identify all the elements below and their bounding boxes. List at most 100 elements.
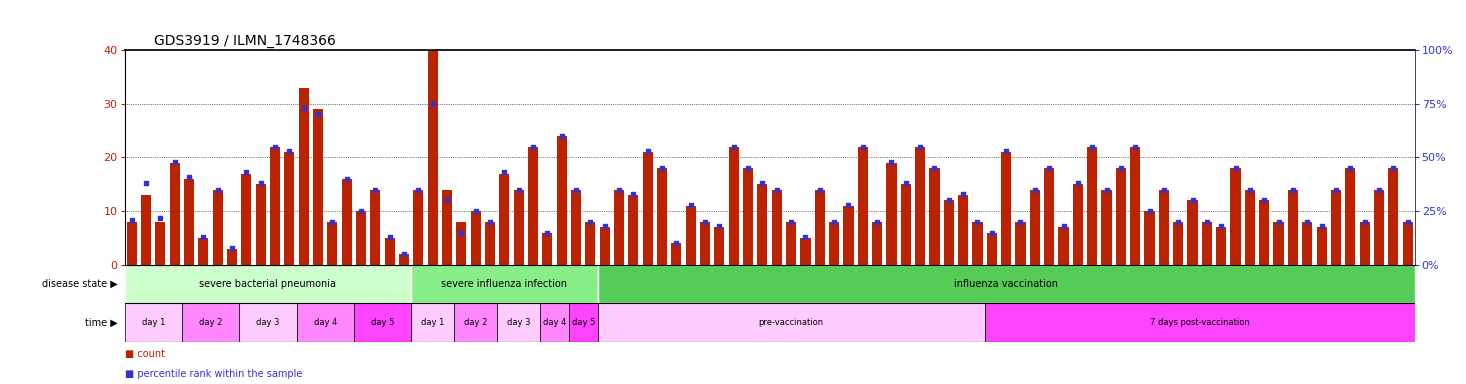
Point — [421, 101, 444, 107]
Bar — [170, 163, 180, 265]
Bar — [342, 179, 352, 265]
Bar — [1316, 227, 1327, 265]
Point — [664, 240, 688, 247]
Point — [364, 187, 387, 193]
Point — [192, 234, 216, 240]
Bar — [800, 238, 811, 265]
Bar — [771, 190, 781, 265]
Point — [507, 187, 531, 193]
Bar — [585, 222, 595, 265]
Bar — [155, 222, 166, 265]
Bar — [1217, 227, 1226, 265]
Bar — [213, 190, 223, 265]
Bar — [815, 190, 825, 265]
Bar — [1187, 200, 1198, 265]
Bar — [915, 147, 925, 265]
Point — [1267, 219, 1290, 225]
Point — [264, 144, 287, 150]
Bar — [541, 303, 569, 342]
Point — [579, 219, 603, 225]
Point — [852, 144, 875, 150]
Point — [406, 187, 430, 193]
Point — [594, 223, 617, 229]
Point — [522, 144, 545, 150]
Text: day 1: day 1 — [421, 318, 444, 327]
Bar — [701, 222, 710, 265]
Point — [966, 219, 990, 225]
Point — [249, 180, 273, 186]
Bar — [413, 190, 424, 265]
Bar — [227, 249, 237, 265]
Text: ■ percentile rank within the sample: ■ percentile rank within the sample — [125, 369, 302, 379]
Text: ■ count: ■ count — [125, 349, 164, 359]
Point — [465, 208, 488, 214]
Bar — [371, 190, 381, 265]
Bar — [642, 152, 652, 265]
Point — [1281, 187, 1305, 193]
Bar — [1130, 147, 1141, 265]
Text: day 2: day 2 — [465, 318, 488, 327]
Bar — [929, 168, 940, 265]
Bar — [1287, 190, 1297, 265]
Point — [736, 165, 759, 171]
Point — [1167, 219, 1190, 225]
Point — [336, 176, 359, 182]
Bar — [198, 238, 208, 265]
Bar — [239, 303, 296, 342]
Point — [909, 144, 932, 150]
Bar — [500, 174, 510, 265]
Bar — [959, 195, 968, 265]
Bar — [557, 136, 567, 265]
Bar — [1088, 147, 1097, 265]
Point — [981, 230, 1004, 236]
Point — [822, 219, 846, 225]
Point — [292, 105, 315, 111]
Bar — [456, 222, 466, 265]
Point — [1152, 187, 1176, 193]
Bar — [743, 168, 754, 265]
Point — [708, 223, 732, 229]
Bar — [1259, 200, 1270, 265]
Point — [1110, 165, 1133, 171]
Bar — [1116, 168, 1126, 265]
Point — [349, 208, 372, 214]
Bar — [614, 190, 625, 265]
Bar — [987, 233, 997, 265]
Text: GDS3919 / ILMN_1748366: GDS3919 / ILMN_1748366 — [154, 34, 336, 48]
Point — [636, 148, 660, 154]
Bar — [384, 238, 394, 265]
Bar — [284, 152, 295, 265]
Point — [1123, 144, 1146, 150]
Point — [1353, 219, 1377, 225]
Bar — [428, 0, 438, 265]
Text: time ▶: time ▶ — [85, 318, 117, 328]
Point — [378, 234, 402, 240]
Bar — [255, 184, 265, 265]
Point — [622, 191, 645, 197]
Bar — [412, 303, 454, 342]
Bar — [1302, 222, 1312, 265]
Point — [177, 174, 201, 180]
Bar — [1331, 190, 1341, 265]
Point — [1309, 223, 1333, 229]
Point — [1009, 219, 1032, 225]
Text: day 3: day 3 — [507, 318, 531, 327]
Point — [306, 111, 330, 118]
Point — [1338, 165, 1362, 171]
Point — [478, 219, 501, 225]
Bar — [125, 303, 182, 342]
Bar — [242, 174, 252, 265]
Bar — [314, 109, 323, 265]
Bar — [528, 147, 538, 265]
Bar — [542, 233, 553, 265]
Point — [679, 202, 702, 208]
Bar — [1145, 211, 1155, 265]
Point — [994, 148, 1017, 154]
Text: day 4: day 4 — [314, 318, 337, 327]
Bar — [887, 163, 897, 265]
Bar — [1044, 168, 1054, 265]
Bar — [1346, 168, 1355, 265]
Bar — [600, 227, 610, 265]
Point — [207, 187, 230, 193]
Bar — [686, 206, 696, 265]
